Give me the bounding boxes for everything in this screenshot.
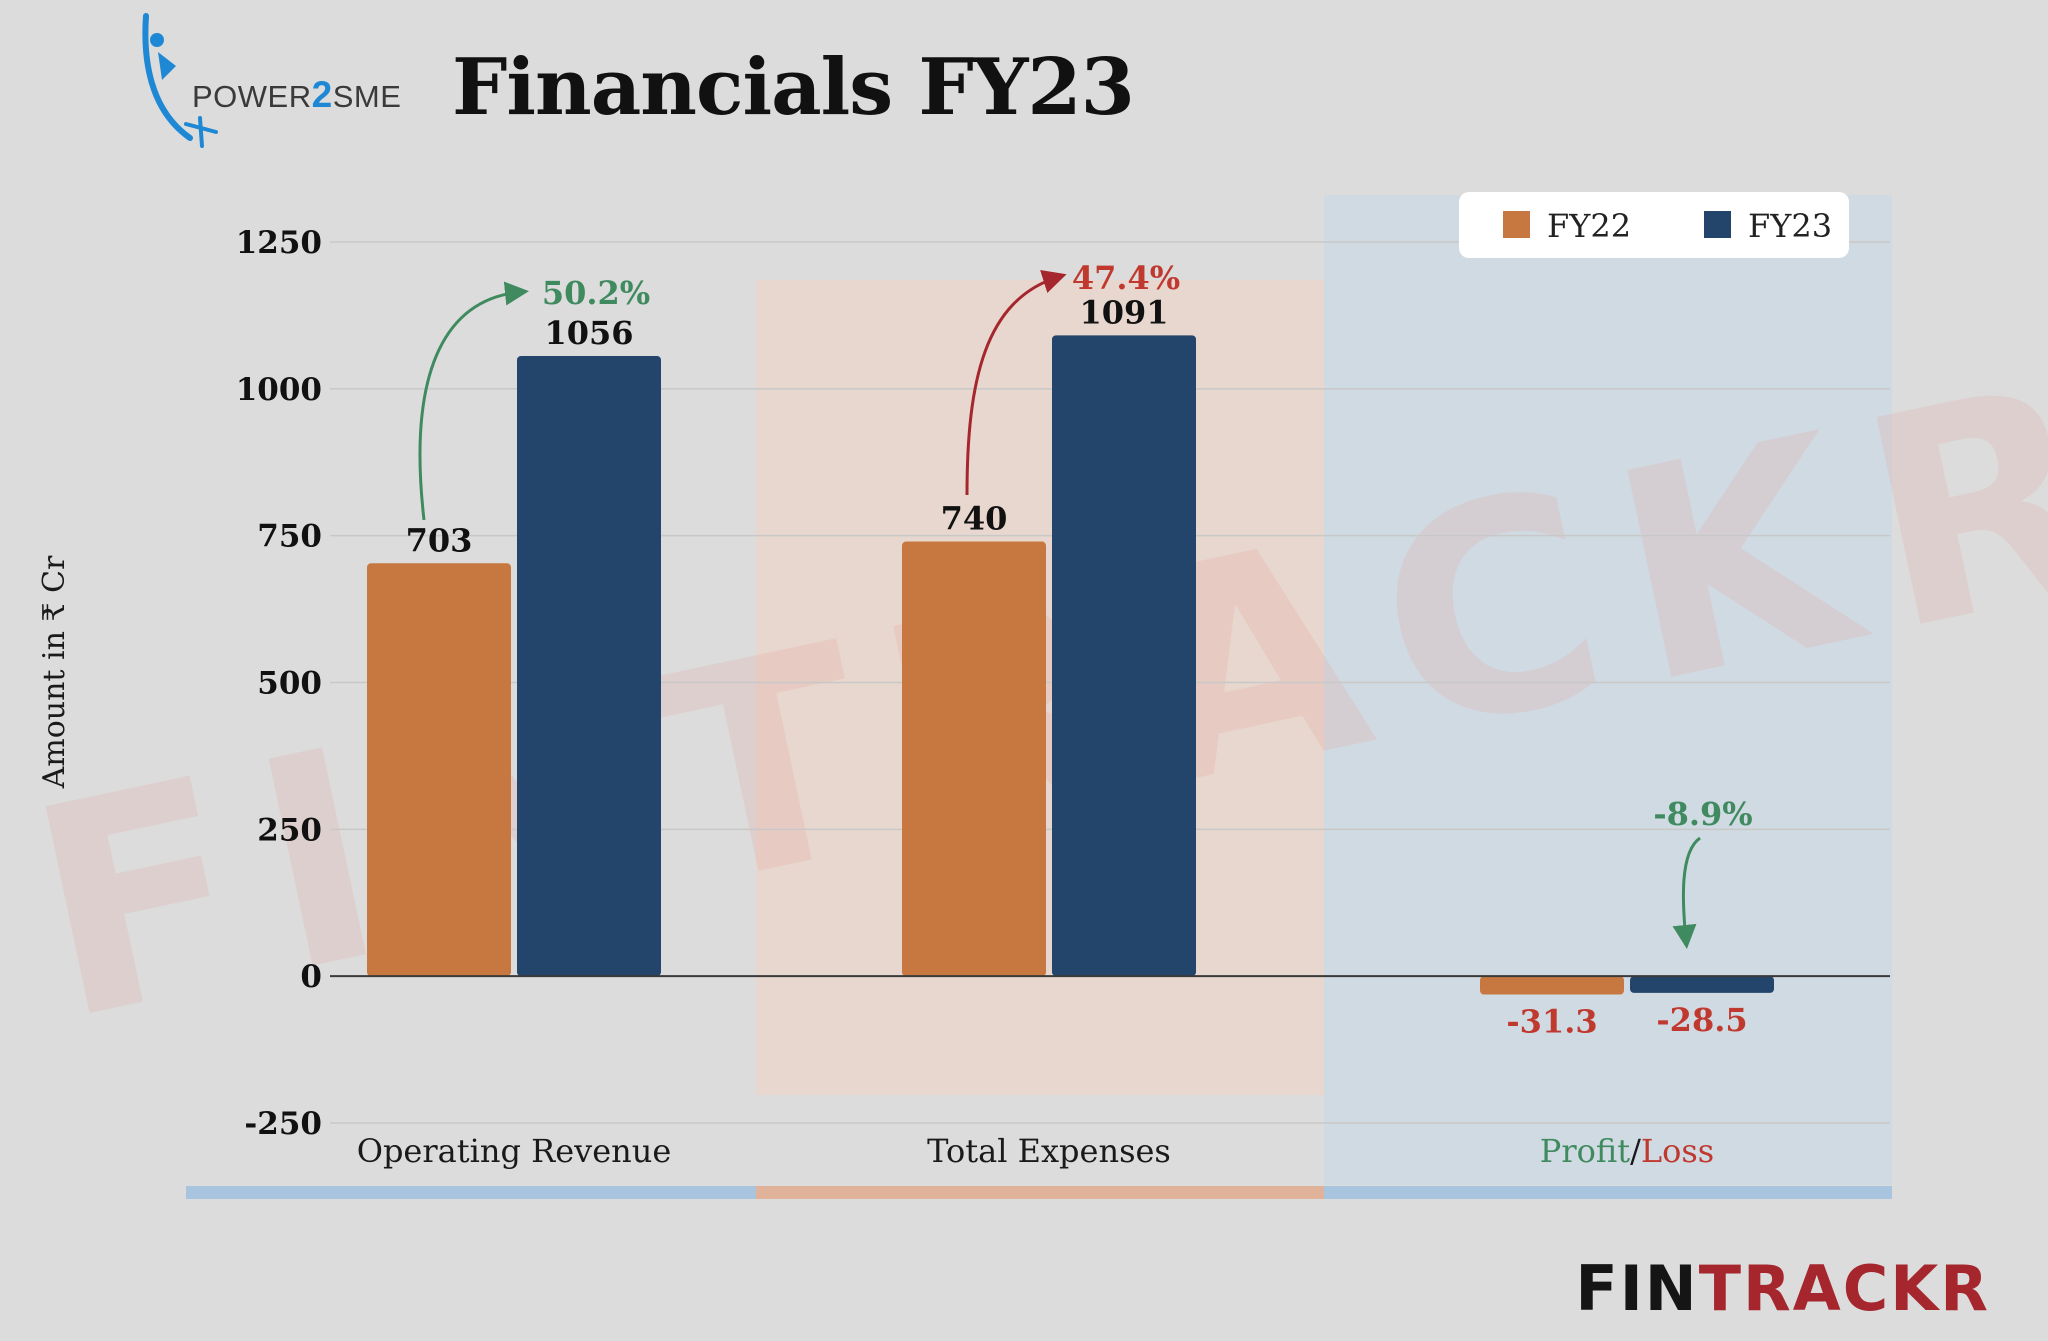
bar-fy22-total-expenses (902, 541, 1046, 977)
y-tick-label: 0 (300, 959, 322, 995)
y-axis-ticks: 1250 1000 750 500 250 0 -250 (236, 225, 322, 1142)
category-label-operating-revenue: Operating Revenue (357, 1132, 672, 1170)
category-band-profit-loss (1324, 1186, 1892, 1199)
annotation-operating-revenue: 50.2% (542, 274, 650, 312)
legend-box (1459, 192, 1849, 258)
category-label-loss: Loss (1641, 1132, 1714, 1170)
power2sme-logo-text: POWER2SME (192, 74, 401, 116)
value-label-fy23-total-expenses: 1091 (1079, 293, 1168, 331)
bar-fy22-profit-loss (1480, 976, 1624, 995)
bar-fy23-operating-revenue (517, 355, 661, 977)
growth-arrow-profit-loss (1672, 836, 1701, 949)
category-label-total-expenses: Total Expenses (927, 1132, 1171, 1170)
category-label-profit-loss: Profit/Loss (1540, 1132, 1714, 1170)
y-tick-label: 250 (257, 812, 322, 848)
category-label-slash: / (1630, 1132, 1641, 1170)
value-label-fy23-operating-revenue: 1056 (544, 314, 633, 352)
value-labels: 703 1056 740 1091 -31.3 -28.5 (406, 293, 1748, 1040)
y-tick-label: -250 (244, 1106, 322, 1142)
y-tick-label: 1250 (236, 225, 322, 261)
y-tick-label: 500 (257, 666, 322, 702)
growth-arrow-operating-revenue (418, 281, 529, 521)
y-axis-label: Amount in ₹ Cr (37, 555, 72, 789)
bar-fy23-profit-loss (1630, 976, 1774, 993)
legend-label-fy23: FY23 (1748, 207, 1832, 245)
value-label-fy22-total-expenses: 740 (941, 500, 1008, 538)
category-label-profit: Profit (1540, 1132, 1630, 1170)
value-label-fy23-profit-loss: -28.5 (1656, 1001, 1747, 1039)
growth-arrow-total-expenses (965, 270, 1067, 496)
bars (367, 335, 1774, 995)
annotation-profit-loss: -8.9% (1653, 795, 1752, 833)
category-band-operating-revenue (186, 1186, 756, 1199)
annotation-total-expenses: 47.4% (1072, 259, 1180, 297)
value-label-fy22-profit-loss: -31.3 (1506, 1003, 1597, 1041)
logo-prefix: POWER (192, 79, 312, 114)
logo-digit: 2 (311, 74, 333, 115)
value-label-fy22-operating-revenue: 703 (406, 521, 473, 559)
category-band-total-expenses (756, 1186, 1324, 1199)
legend-label-fy22: FY22 (1547, 207, 1631, 245)
fintrackr-logo-part1: FIN (1575, 1252, 1699, 1325)
fintrackr-logo-part2: TRACKR (1698, 1252, 1990, 1325)
legend-swatch-fy22 (1503, 211, 1530, 238)
page-title: Financials FY23 (452, 42, 1135, 133)
y-tick-label: 750 (257, 519, 322, 555)
legend: FY22 FY23 (1459, 192, 1849, 258)
fintrackr-logo: FINTRACKR (1575, 1252, 1990, 1325)
power2sme-logo-figure (142, 13, 218, 148)
y-tick-label: 1000 (236, 372, 322, 408)
bar-fy23-total-expenses (1052, 335, 1196, 977)
logo-suffix: SME (332, 79, 402, 114)
legend-swatch-fy23 (1704, 211, 1731, 238)
panel-profit-loss-bg (1324, 195, 1892, 1185)
bar-fy22-operating-revenue (367, 563, 511, 977)
